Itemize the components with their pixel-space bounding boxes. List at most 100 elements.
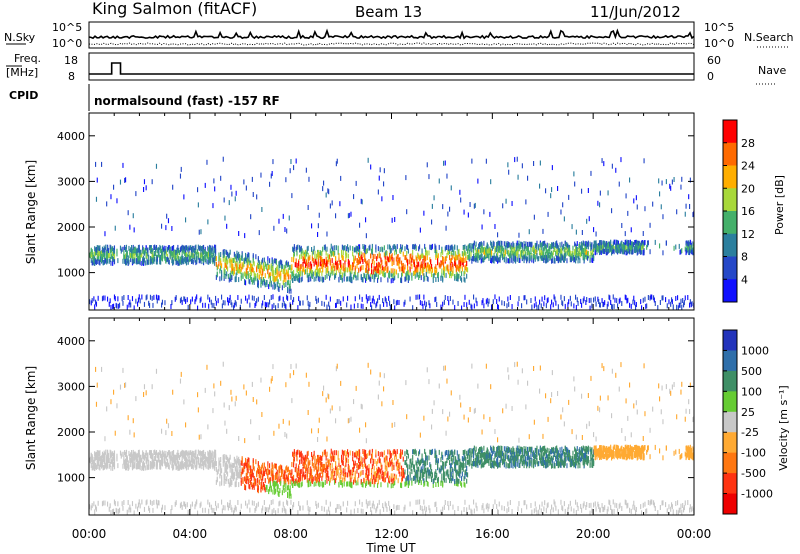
velocity-cell [99, 455, 101, 461]
power-cell [620, 157, 622, 163]
power-cell [548, 253, 550, 258]
power-cell [246, 257, 248, 263]
power-cell [331, 258, 333, 264]
power-cell [641, 305, 643, 311]
power-cell [281, 260, 283, 266]
power-cell [635, 302, 637, 307]
velocity-cell [207, 450, 209, 456]
power-cell [634, 248, 636, 253]
power-cell [426, 275, 428, 281]
power-cell [529, 241, 531, 247]
power-cell [139, 260, 141, 266]
velocity-cell [280, 475, 282, 481]
power-cell [348, 212, 350, 218]
power-cell [352, 264, 354, 269]
power-cell [94, 256, 96, 262]
power-cell [165, 258, 167, 264]
velocity-cell [254, 477, 256, 483]
power-cell [623, 243, 625, 249]
velocity-cell [96, 382, 98, 388]
velocity-cell [298, 477, 300, 483]
power-cell [269, 264, 271, 270]
power-cell [465, 251, 467, 257]
power-cell [155, 251, 157, 256]
power-cell [145, 245, 147, 251]
velocity-cell [263, 482, 265, 487]
power-cell [560, 209, 562, 215]
power-cell [166, 213, 168, 219]
power-cell [622, 244, 624, 250]
colorbar-swatch [723, 211, 737, 235]
velocity-cell [267, 461, 269, 467]
power-cell [458, 248, 460, 254]
power-cell [310, 261, 312, 267]
velocity-cell [145, 458, 147, 464]
power-cell [525, 243, 527, 249]
velocity-cell [227, 478, 229, 484]
power-cell [575, 255, 577, 261]
freq-label: Freq. [14, 52, 41, 65]
velocity-cell [191, 457, 193, 463]
velocity-cell [101, 451, 104, 457]
power-cell [341, 277, 343, 283]
velocity-cell [113, 464, 116, 470]
power-cell [436, 267, 438, 273]
power-cell [690, 246, 692, 252]
power-cell [353, 194, 355, 200]
power-cell [304, 258, 306, 264]
velocity-cell [133, 432, 135, 438]
power-cell [327, 268, 329, 274]
power-cell [430, 266, 432, 272]
velocity-cell [197, 449, 199, 455]
power-cell [200, 296, 202, 302]
power-cell [492, 243, 494, 249]
power-cell [515, 251, 517, 257]
power-cell [463, 302, 465, 307]
power-cell [256, 194, 258, 200]
power-cell [338, 257, 340, 263]
power-cell [414, 243, 416, 249]
power-cell [98, 259, 100, 265]
power-cell [98, 246, 100, 252]
power-cell [481, 248, 483, 254]
velocity-cell [224, 420, 226, 426]
velocity-cell [160, 464, 162, 470]
power-cell [653, 295, 655, 301]
power-cell [322, 277, 324, 283]
power-cell [500, 252, 502, 257]
power-cell [235, 301, 237, 307]
power-cell [298, 296, 300, 302]
velocity-cell [93, 459, 95, 465]
power-cell [293, 251, 295, 257]
power-cell [338, 267, 340, 273]
power-cell [203, 249, 205, 255]
power-cell [442, 249, 444, 255]
power-cell [325, 294, 327, 300]
velocity-cell [110, 465, 112, 471]
velocity-cell [176, 460, 178, 466]
velocity-cell [278, 466, 280, 472]
power-cell [344, 260, 346, 266]
velocity-cell [256, 472, 258, 478]
power-cell [311, 270, 313, 275]
power-cell [348, 266, 350, 272]
power-cell [95, 247, 97, 253]
power-cell [209, 247, 211, 252]
power-cell [530, 249, 532, 254]
power-cell [334, 245, 336, 251]
velocity-cell [165, 453, 167, 459]
velocity-cell [263, 462, 265, 468]
power-cell [284, 271, 286, 277]
power-cell [386, 261, 388, 267]
power-cell [520, 250, 522, 256]
velocity-cell [231, 472, 233, 478]
velocity-cell [261, 508, 263, 514]
power-cell [624, 231, 626, 237]
velocity-cell [210, 452, 212, 458]
power-cell [110, 249, 112, 255]
velocity-cell [228, 405, 230, 411]
power-cell [509, 295, 511, 300]
power-cell [257, 280, 259, 286]
power-cell [252, 257, 254, 263]
velocity-cell [299, 482, 301, 488]
